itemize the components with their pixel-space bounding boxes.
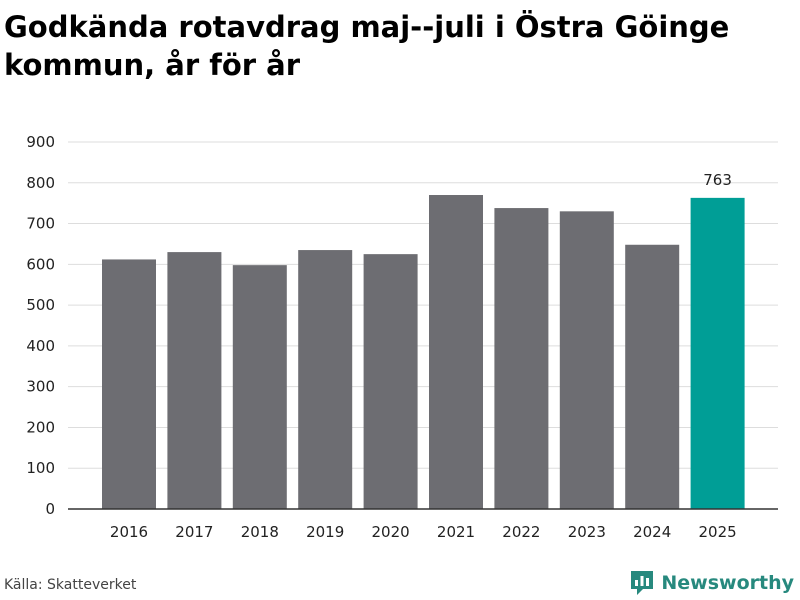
data-labels: 763 <box>703 171 732 189</box>
y-tick-label: 500 <box>26 296 55 314</box>
bar-2022 <box>494 208 549 509</box>
data-label: 763 <box>703 171 732 189</box>
y-tick-label: 900 <box>26 133 55 151</box>
x-tick-label: 2020 <box>372 523 410 541</box>
source-note: Källa: Skatteverket <box>4 577 137 593</box>
x-tick-label: 2024 <box>633 523 671 541</box>
bar-2018 <box>232 265 287 509</box>
newsworthy-logo-icon <box>631 571 654 595</box>
newsworthy-brand: Newsworthy <box>629 568 794 598</box>
bar-2020 <box>363 254 418 509</box>
brand-name: Newsworthy <box>661 572 794 594</box>
x-tick-label: 2021 <box>437 523 475 541</box>
y-tick-label: 200 <box>26 418 55 436</box>
bars <box>102 195 745 510</box>
y-tick-label: 100 <box>26 459 55 477</box>
bar-2021 <box>429 195 483 509</box>
bar-2019 <box>298 250 353 510</box>
x-tick-label: 2025 <box>699 523 737 541</box>
x-tick-label: 2023 <box>568 523 606 541</box>
bar-2024 <box>625 244 680 509</box>
x-tick-label: 2019 <box>306 523 344 541</box>
bar-2017 <box>167 252 222 509</box>
y-tick-label: 600 <box>26 255 55 273</box>
y-tick-label: 400 <box>26 337 55 355</box>
bar-2016 <box>102 259 156 509</box>
y-tick-label: 700 <box>26 215 55 233</box>
chart-title: Godkända rotavdrag maj--juli i Östra Göi… <box>4 10 730 82</box>
bar-2025 <box>690 197 745 510</box>
y-tick-label: 800 <box>26 174 55 192</box>
x-tick-label: 2022 <box>502 523 540 541</box>
bar-2023 <box>559 211 614 510</box>
y-axis-ticks: 0 100 200 300 400 500 600 700 800 900 <box>26 133 55 518</box>
y-tick-label: 300 <box>26 378 55 396</box>
x-tick-label: 2018 <box>241 523 279 541</box>
y-tick-label: 0 <box>45 500 55 518</box>
x-tick-label: 2016 <box>110 523 148 541</box>
x-axis-ticks: 2016 2017 2018 2019 2020 2021 2022 2023 2024 2025 <box>110 523 737 541</box>
x-tick-label: 2017 <box>175 523 213 541</box>
